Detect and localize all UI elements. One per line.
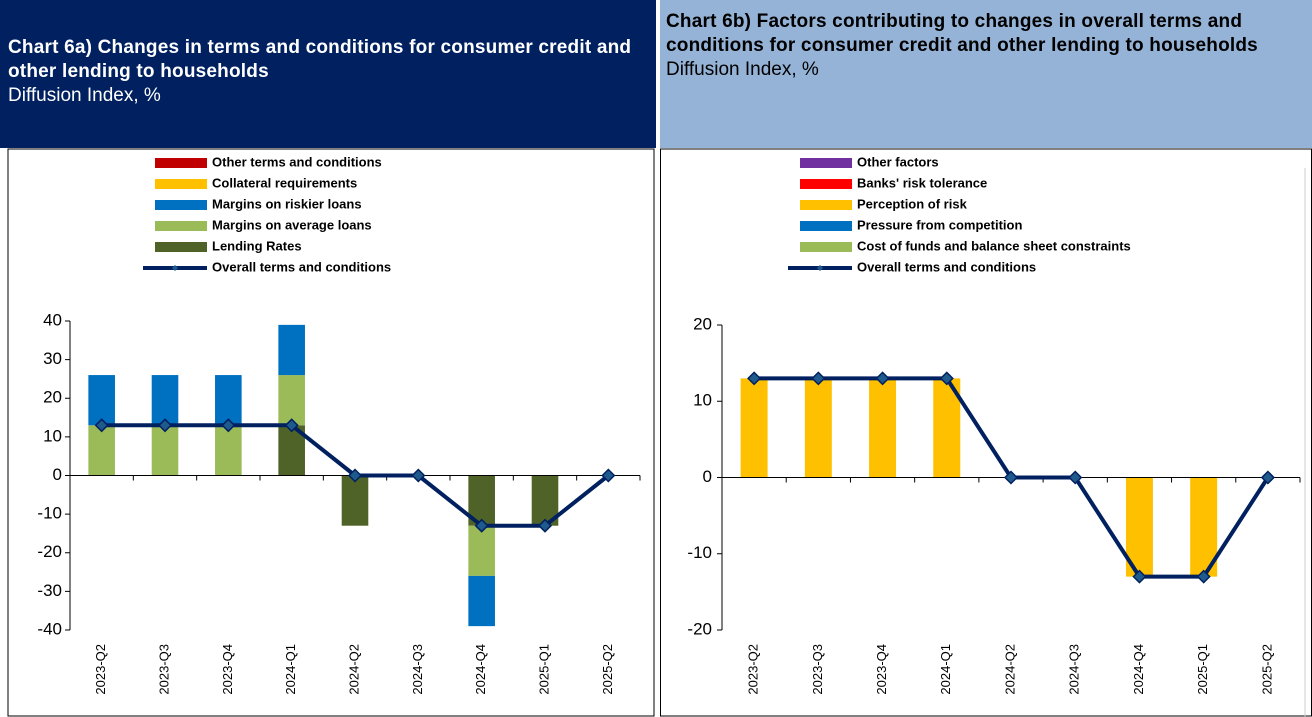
marker: [1132, 569, 1147, 584]
x-tick-label: 2024-Q1: [283, 644, 298, 695]
bar: [278, 375, 305, 426]
marker: [474, 518, 489, 533]
header-6b: Chart 6b) Factors contributing to change…: [660, 0, 1312, 148]
legend-marker: [817, 265, 823, 271]
header-6a: Chart 6a) Changes in terms and condition…: [0, 0, 656, 148]
frame: [7, 148, 655, 717]
legend-label: Margins on riskier loans: [212, 196, 362, 211]
legend-swatch: [155, 242, 207, 252]
legend-label: Margins on average loans: [212, 217, 372, 232]
chart-6b: -20 -10 0 10 20 2023-Q2 2023-Q3 2023-Q4 2024-Q1 2…: [660, 148, 1312, 717]
x-tick-label: 2025-Q1: [1195, 644, 1210, 695]
legend-marker: [172, 265, 178, 271]
legend-swatch: [155, 158, 207, 168]
y-tick-label: 30: [43, 349, 62, 368]
bar: [278, 324, 305, 376]
chart-subtitle: Diffusion Index, %: [666, 59, 819, 80]
x-tick-label: 2025-Q2: [1259, 644, 1274, 695]
bar: [88, 375, 115, 426]
legend-swatch: [155, 221, 207, 231]
marker: [1196, 569, 1211, 584]
bar: [88, 425, 115, 476]
bar: [341, 475, 369, 526]
y-tick-label: -20: [37, 542, 62, 561]
x-tick-label: 2025-Q1: [536, 644, 551, 695]
marker: [537, 518, 553, 533]
legend-label: Overall terms and conditions: [212, 259, 391, 274]
y-tick-label: 0: [703, 467, 712, 486]
marker: [94, 418, 109, 433]
x-tick-label: 2024-Q2: [346, 644, 361, 695]
marker: [284, 418, 299, 433]
y-tick-label: -10: [687, 543, 712, 562]
y-tick-label: -10: [37, 504, 62, 523]
legend-swatch: [800, 221, 852, 231]
bar: [804, 378, 832, 478]
y-tick-label: 40: [43, 310, 62, 329]
x-tick-label: 2024-Q1: [938, 644, 953, 695]
chart-title: Chart 6b) Factors contributing to change…: [666, 11, 1258, 56]
chart-6a: -40 -30 -20 -10 0 10 20 30 40 2023-Q2 2023-Q3 2023-…: [7, 148, 655, 717]
legend-label: Cost of funds and balance sheet constrai…: [857, 238, 1131, 253]
x-tick-label: 2024-Q4: [473, 644, 488, 695]
chart-title: Chart 6a) Changes in terms and condition…: [8, 37, 632, 82]
y-tick-label: 0: [53, 465, 62, 484]
legend-swatch: [155, 179, 207, 189]
y-tick-label: -40: [37, 619, 62, 638]
x-tick-label: 2023-Q2: [746, 644, 761, 695]
x-tick-label: 2023-Q2: [93, 644, 108, 695]
y-tick-label: 20: [693, 314, 712, 333]
y-tick-label: -30: [37, 581, 62, 600]
marker: [1068, 470, 1083, 485]
legend-label: Overall terms and conditions: [857, 259, 1036, 274]
bar: [151, 375, 179, 426]
legend-label: Lending Rates: [212, 238, 302, 253]
legend-swatch: [800, 179, 852, 189]
bar: [740, 378, 768, 478]
x-tick-label: 2024-Q2: [1002, 644, 1017, 695]
legend-label: Other terms and conditions: [212, 154, 382, 169]
bar: [468, 525, 495, 576]
marker: [601, 468, 616, 483]
x-tick-label: 2023-Q4: [874, 644, 889, 695]
x-tick-label: 2024-Q3: [410, 644, 425, 695]
marker: [939, 371, 954, 386]
legend-swatch: [800, 158, 852, 168]
marker: [221, 418, 236, 433]
marker: [811, 371, 826, 386]
legend-swatch: [800, 200, 852, 210]
bar: [151, 425, 179, 476]
x-tick-label: 2023-Q3: [156, 644, 171, 695]
marker: [747, 371, 762, 386]
legend-label: Perception of risk: [857, 196, 968, 211]
y-tick-label: 20: [43, 388, 62, 407]
x-tick-label: 2023-Q3: [810, 644, 825, 695]
marker: [1260, 470, 1275, 485]
y-tick-label: -20: [687, 619, 712, 638]
x-tick-label: 2023-Q4: [220, 644, 235, 695]
legend-label: Pressure from competition: [857, 217, 1022, 232]
bar: [869, 378, 897, 478]
bar: [468, 575, 495, 627]
bar: [215, 375, 242, 426]
marker: [411, 468, 426, 483]
legend-label: Other factors: [857, 154, 939, 169]
chart-subtitle: Diffusion Index, %: [8, 85, 161, 106]
x-tick-label: 2025-Q2: [600, 644, 615, 695]
x-tick-label: 2024-Q3: [1067, 644, 1082, 695]
x-tick-label: 2024-Q4: [1131, 644, 1146, 695]
legend-swatch: [800, 242, 852, 252]
y-tick-label: 10: [43, 426, 62, 445]
bar: [215, 425, 242, 476]
legend-swatch: [155, 200, 207, 210]
legend-label: Collateral requirements: [212, 175, 357, 190]
marker: [1003, 470, 1019, 485]
marker: [157, 418, 173, 433]
legend-label: Banks' risk tolerance: [857, 175, 987, 190]
y-tick-label: 10: [693, 391, 712, 410]
marker: [875, 371, 890, 386]
marker: [347, 468, 363, 483]
